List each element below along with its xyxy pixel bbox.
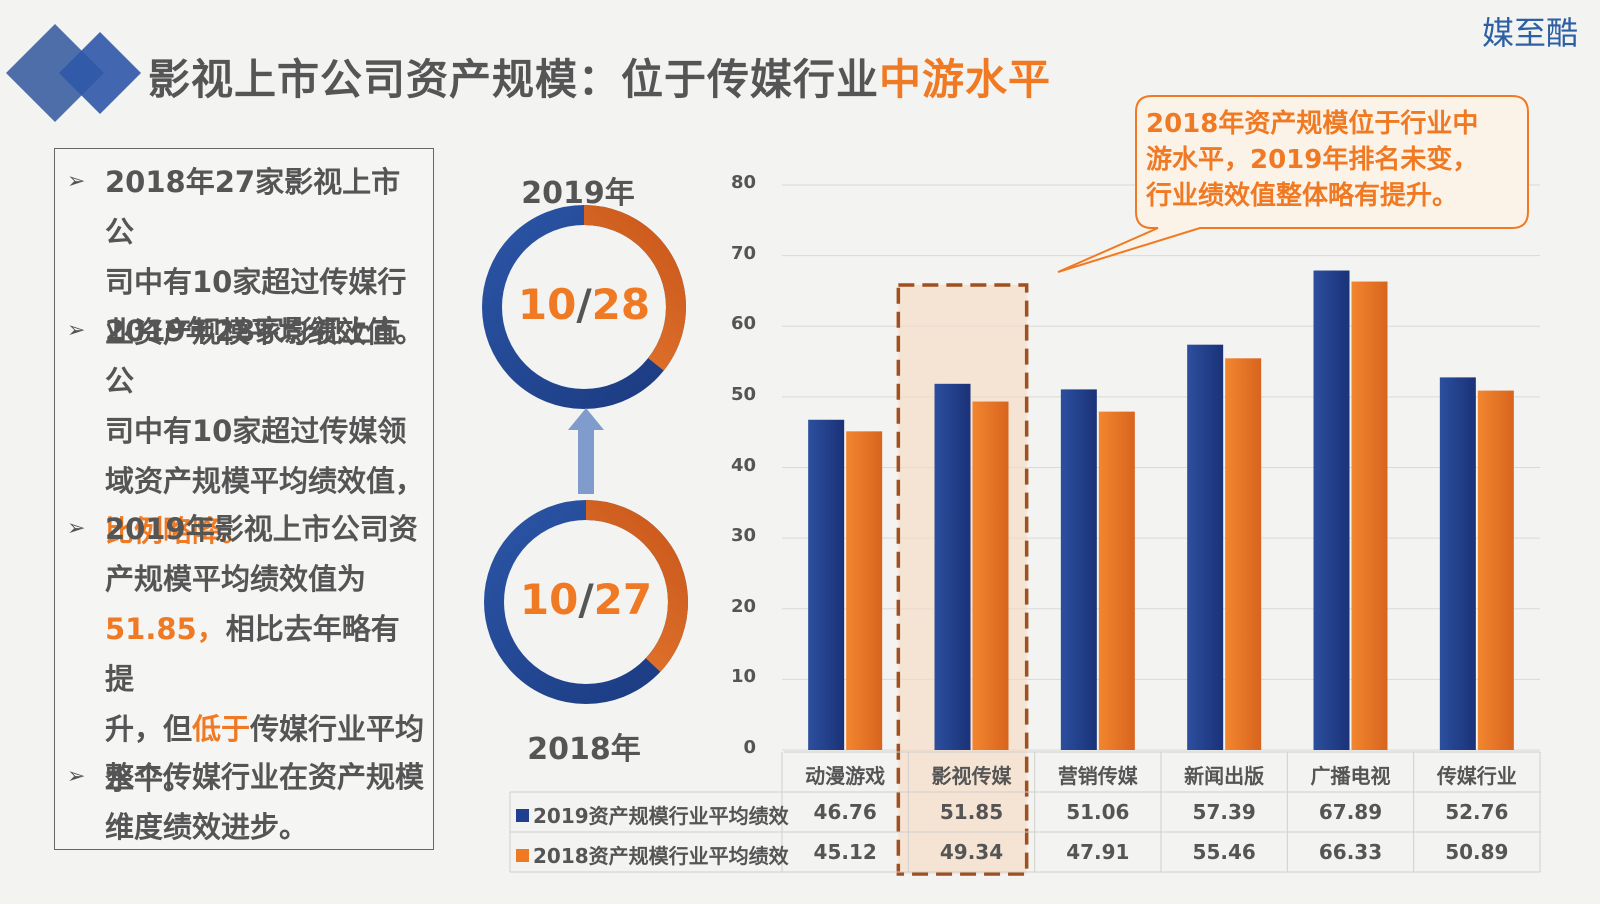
category-label: 营销传媒	[1057, 764, 1138, 788]
y-tick-label: 20	[730, 595, 756, 617]
y-tick-label: 10	[730, 666, 756, 688]
logo-diamonds	[6, 24, 141, 122]
bar-2018	[1098, 411, 1135, 750]
callout-bubble	[1057, 95, 1529, 273]
data-label: 47.91	[1066, 840, 1130, 864]
data-label: 52.76	[1445, 800, 1509, 824]
data-label: 55.46	[1192, 840, 1256, 864]
legend-entry: 2018资产规模行业平均绩效	[516, 840, 789, 869]
donut-share-arc	[482, 205, 686, 409]
category-label: 广播电视	[1310, 764, 1391, 788]
bar-2019	[1187, 344, 1224, 750]
bar-2018	[1477, 390, 1514, 750]
data-label: 67.89	[1318, 800, 1383, 824]
bar-2019	[1060, 389, 1097, 750]
data-label: 57.39	[1192, 800, 1256, 824]
brand-logo-text: 媒至酷	[1481, 14, 1578, 52]
arrow-bullet-icon: ➢	[67, 318, 86, 343]
arrow-bullet-icon: ➢	[67, 764, 86, 789]
bar-2018	[1351, 281, 1388, 750]
bar-2018	[972, 401, 1009, 750]
bar-2018	[846, 431, 883, 750]
bullet-2: ➢ 2019年28家影视上市公 司中有10家超过传媒领 域资产规模平均绩效值， 比例略…	[67, 306, 427, 556]
donut-share-arc	[484, 500, 688, 704]
bar-2018	[1225, 358, 1262, 750]
data-label: 51.06	[1066, 800, 1130, 824]
bar-2019	[808, 419, 845, 750]
highlight-box-border	[896, 283, 1029, 876]
y-tick-label: 30	[730, 525, 756, 547]
legend-swatch	[516, 809, 529, 822]
y-tick-label: 70	[730, 242, 756, 264]
category-label: 影视传媒	[931, 764, 1012, 788]
y-tick-label: 0	[743, 737, 756, 758]
data-label: 51.85	[939, 800, 1004, 824]
category-label: 新闻出版	[1184, 764, 1265, 788]
y-tick-label: 50	[730, 383, 756, 405]
legend-swatch	[516, 849, 529, 862]
arrow-bullet-icon: ➢	[67, 516, 86, 541]
category-label: 动漫游戏	[805, 764, 886, 788]
data-label: 66.33	[1318, 840, 1383, 864]
donut-2018-ratio: 10/27	[519, 575, 653, 624]
data-label: 49.34	[939, 840, 1004, 864]
data-label: 50.89	[1445, 840, 1509, 864]
page-title: 影视上市公司资产规模：位于传媒行业中游水平	[148, 55, 1052, 104]
title-highlight: 中游水平	[879, 55, 1052, 104]
y-tick-label: 60	[730, 313, 756, 335]
bullet-3: ➢ 2019年影视上市公司资 产规模平均绩效值为 51.85，相比去年略有提 升，但低…	[67, 504, 427, 804]
bar-2019	[1439, 377, 1476, 750]
donut-2019	[482, 205, 686, 409]
y-tick-label: 40	[730, 454, 756, 476]
category-label: 传媒行业	[1436, 764, 1517, 788]
bullet-1: ➢ 2018年27家影视上市公 司中有10家超过传媒行 业资产规模平均绩效值。	[67, 157, 427, 357]
y-tick-label: 80	[730, 172, 756, 193]
summary-box: ➢ 2018年27家影视上市公 司中有10家超过传媒行 业资产规模平均绩效值。 ➢ …	[54, 148, 434, 850]
bullet-4: ➢ 整个传媒行业在资产规模 维度绩效进步。	[67, 752, 427, 852]
donut-2018	[484, 500, 688, 704]
donut-2019-year: 2019年	[521, 176, 635, 211]
data-label: 46.76	[813, 800, 877, 824]
bar-2019	[934, 383, 971, 750]
data-label: 45.12	[813, 840, 877, 864]
donut-2019-ratio: 10/28	[517, 280, 651, 329]
up-arrow-icon	[568, 408, 604, 494]
legend-entry: 2019资产规模行业平均绩效	[516, 800, 789, 829]
arrow-bullet-icon: ➢	[67, 169, 86, 194]
callout-text: 2018年资产规模位于行业中 游水平，2019年排名未变， 行业绩效值整体略有提升。	[1146, 109, 1479, 211]
bar-2019	[1313, 270, 1350, 750]
donut-2018-year: 2018年	[527, 732, 641, 767]
